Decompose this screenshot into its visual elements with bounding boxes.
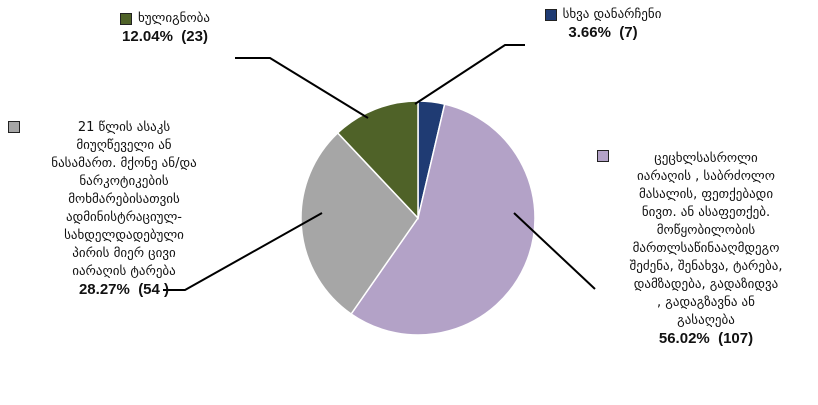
legend-swatch-cold-weapon	[8, 121, 20, 133]
leader-line-cold-weapon	[163, 212, 323, 291]
data-label-other: სხვა დანარჩენი 3.66% (7)	[528, 6, 678, 42]
pie-slices	[300, 100, 536, 336]
percent-label-firearms: 56.02%	[658, 330, 710, 347]
slice-label-other: სხვა დანარჩენი	[562, 7, 662, 22]
pie-slice-hooliganism	[336, 100, 419, 220]
leader-line-other	[414, 44, 525, 105]
data-label-firearms: ცეცხლსასროლი იარაღის , საბრძოლო მასალის,…	[598, 150, 814, 348]
count-label-firearms: (107)	[718, 330, 754, 347]
pie-slice-cold-weapon	[300, 131, 419, 316]
count-label-cold-weapon: (54 )	[138, 281, 170, 298]
percent-label-other: 3.66%	[568, 24, 611, 41]
leader-line-hooliganism	[235, 57, 369, 119]
leader-line-firearms	[513, 212, 596, 290]
data-label-cold-weapon: 21 წლის ასაკს მიუღწეველი ან ნასამართ. მქ…	[18, 119, 230, 299]
percent-label-cold-weapon: 28.27%	[78, 281, 130, 298]
legend-swatch-other	[544, 8, 557, 21]
legend-swatch-firearms	[597, 150, 609, 162]
percent-label-hooliganism: 12.04%	[122, 28, 173, 45]
count-label-hooliganism: (23)	[181, 28, 208, 45]
count-label-other: (7)	[619, 24, 638, 41]
slice-label-firearms: ცეცხლსასროლი იარაღის , საბრძოლო მასალის,…	[629, 151, 783, 328]
slice-label-cold-weapon: 21 წლის ასაკს მიუღწეველი ან ნასამართ. მქ…	[51, 120, 197, 279]
slice-label-hooliganism: ხულიგნობა	[137, 11, 211, 26]
data-label-hooliganism: ხულიგნობა 12.04% (23)	[80, 10, 250, 46]
leader-lines	[163, 44, 596, 291]
pie-slice-firearms	[350, 103, 536, 336]
legend-swatch-hooliganism	[119, 12, 132, 25]
